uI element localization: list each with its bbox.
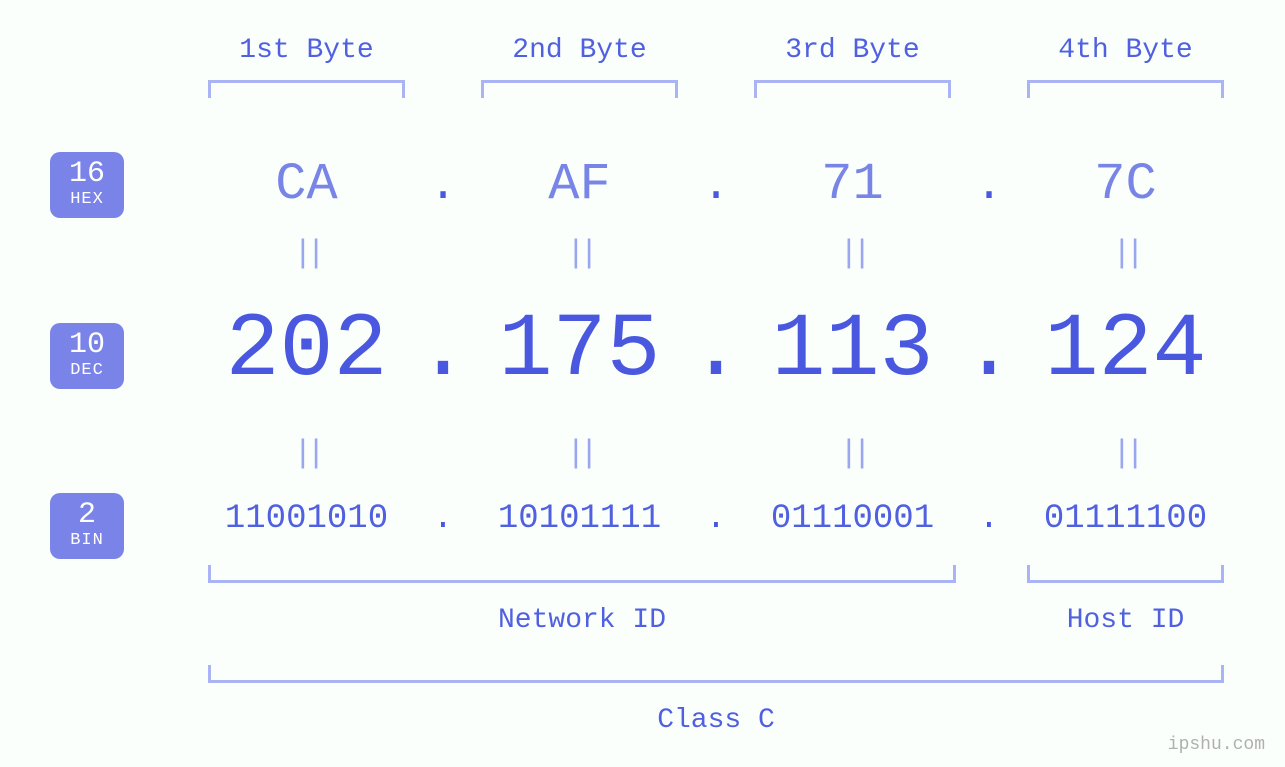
hex-byte-4: 7C <box>1027 155 1224 214</box>
network-id-label: Network ID <box>208 605 956 636</box>
watermark: ipshu.com <box>1168 735 1265 755</box>
bin-byte-3: 01110001 <box>746 500 959 538</box>
hex-badge-num: 16 <box>50 158 124 191</box>
byte-bracket-1 <box>208 80 405 98</box>
eq-hex-dec-2: || <box>481 235 678 272</box>
hex-byte-2: AF <box>481 155 678 214</box>
host-id-label: Host ID <box>1027 605 1224 636</box>
hex-dot-3: . <box>951 160 1027 212</box>
eq-dec-bin-1: || <box>208 435 405 472</box>
bin-badge-label: BIN <box>50 532 124 551</box>
dec-byte-4: 124 <box>1027 300 1224 402</box>
byte-header-1: 1st Byte <box>208 35 405 66</box>
eq-hex-dec-4: || <box>1027 235 1224 272</box>
byte-header-4: 4th Byte <box>1027 35 1224 66</box>
dec-dot-1: . <box>405 300 481 402</box>
dec-byte-1: 202 <box>208 300 405 402</box>
eq-hex-dec-1: || <box>208 235 405 272</box>
dec-byte-3: 113 <box>754 300 951 402</box>
network-id-bracket <box>208 565 956 583</box>
dec-badge-label: DEC <box>50 362 124 381</box>
byte-bracket-2 <box>481 80 678 98</box>
eq-hex-dec-3: || <box>754 235 951 272</box>
bin-dot-3: . <box>959 500 1019 538</box>
class-bracket <box>208 665 1224 683</box>
bin-byte-4: 01111100 <box>1019 500 1232 538</box>
hex-dot-1: . <box>405 160 481 212</box>
eq-dec-bin-2: || <box>481 435 678 472</box>
eq-dec-bin-3: || <box>754 435 951 472</box>
byte-header-3: 3rd Byte <box>754 35 951 66</box>
hex-badge: 16 HEX <box>50 152 124 218</box>
dec-badge: 10 DEC <box>50 323 124 389</box>
bin-byte-1: 11001010 <box>200 500 413 538</box>
byte-bracket-3 <box>754 80 951 98</box>
bin-badge: 2 BIN <box>50 493 124 559</box>
dec-byte-2: 175 <box>481 300 678 402</box>
byte-bracket-4 <box>1027 80 1224 98</box>
hex-byte-3: 71 <box>754 155 951 214</box>
bin-dot-1: . <box>413 500 473 538</box>
host-id-bracket <box>1027 565 1224 583</box>
dec-dot-3: . <box>951 300 1027 402</box>
dec-dot-2: . <box>678 300 754 402</box>
eq-dec-bin-4: || <box>1027 435 1224 472</box>
dec-badge-num: 10 <box>50 329 124 362</box>
hex-badge-label: HEX <box>50 191 124 210</box>
hex-byte-1: CA <box>208 155 405 214</box>
class-label: Class C <box>208 705 1224 736</box>
byte-header-2: 2nd Byte <box>481 35 678 66</box>
hex-dot-2: . <box>678 160 754 212</box>
bin-byte-2: 10101111 <box>473 500 686 538</box>
bin-dot-2: . <box>686 500 746 538</box>
bin-badge-num: 2 <box>50 499 124 532</box>
